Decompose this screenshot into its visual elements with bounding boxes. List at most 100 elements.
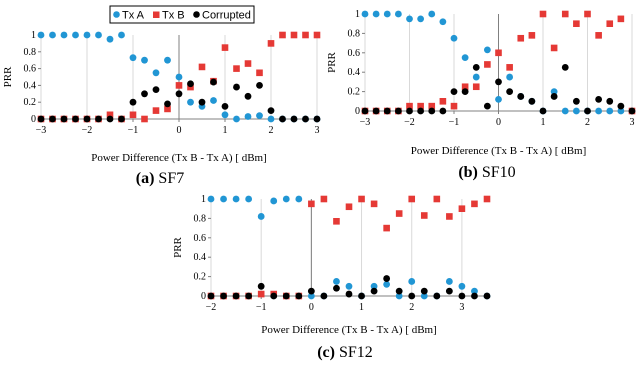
marker-corrupted — [395, 287, 403, 295]
x-tick-label: 1 — [541, 117, 546, 128]
x-tick-label: 2 — [409, 302, 414, 313]
marker-tx-b — [152, 107, 160, 114]
marker-tx-b — [256, 69, 263, 77]
marker-tx-b — [333, 218, 340, 225]
y-tick-label: 0.6 — [194, 233, 207, 244]
marker-tx-a — [506, 73, 514, 81]
y-tick-label: 0.2 — [24, 97, 37, 108]
marker-tx-b — [257, 290, 265, 298]
marker-tx-a — [256, 112, 263, 120]
marker-corrupted — [628, 107, 636, 115]
marker-corrupted — [210, 78, 217, 86]
marker-tx-a — [175, 73, 183, 81]
panel-caption: (a) SF7 — [136, 170, 184, 187]
marker-tx-a — [461, 54, 469, 62]
panel-name: SF7 — [154, 170, 184, 187]
marker-corrupted — [95, 115, 102, 123]
marker-corrupted — [406, 107, 413, 115]
marker-tx-b — [141, 115, 148, 123]
marker-tx-a — [267, 115, 275, 123]
marker-tx-b — [406, 102, 413, 110]
marker-tx-b — [550, 44, 558, 52]
marker-corrupted — [495, 78, 502, 86]
y-tick-label: 0.8 — [24, 47, 37, 58]
x-tick-label: −3 — [36, 125, 47, 136]
panel-caption: (b) SF10 — [458, 164, 515, 181]
marker-tx-b — [370, 200, 378, 208]
marker-tx-a — [60, 31, 68, 39]
x-axis-label: Power Difference (Tx B - Tx A) [ dBm] — [411, 145, 587, 157]
marker-corrupted — [550, 93, 558, 100]
marker-tx-a — [207, 195, 215, 203]
marker-corrupted — [606, 97, 614, 105]
marker-corrupted — [383, 275, 391, 282]
marker-tx-b — [606, 20, 614, 27]
marker-tx-b — [383, 224, 390, 232]
panel-name: SF12 — [335, 344, 373, 361]
x-tick-label: 2 — [269, 125, 274, 136]
marker-tx-b — [290, 31, 298, 39]
marker-tx-a — [83, 31, 91, 39]
marker-corrupted — [370, 287, 378, 295]
marker-tx-b — [584, 10, 591, 18]
marker-tx-a — [129, 54, 137, 62]
x-tick-label: 0 — [309, 302, 314, 313]
marker-tx-a — [561, 107, 569, 115]
y-tick-label: 0.2 — [194, 272, 207, 283]
marker-tx-a — [383, 10, 391, 18]
marker-tx-b — [561, 10, 569, 18]
marker-corrupted — [244, 92, 252, 100]
marker-tx-a — [333, 278, 340, 285]
marker-tx-a — [370, 282, 378, 290]
marker-corrupted — [450, 88, 458, 95]
legend-marker — [153, 11, 160, 18]
marker-corrupted — [49, 115, 56, 123]
marker-tx-b — [539, 10, 547, 18]
panel-letter: (a) — [136, 170, 155, 187]
marker-tx-a — [406, 15, 413, 23]
marker-tx-a — [118, 31, 125, 39]
x-tick-label: −1 — [128, 125, 139, 136]
y-axis-label: PRR — [2, 66, 14, 87]
marker-tx-b — [320, 195, 328, 203]
marker-corrupted — [282, 292, 290, 300]
marker-tx-a — [244, 113, 252, 120]
marker-tx-b — [308, 200, 315, 208]
marker-tx-a — [394, 10, 402, 18]
marker-tx-a — [595, 107, 603, 115]
marker-corrupted — [164, 100, 171, 108]
marker-tx-a — [345, 282, 353, 290]
marker-tx-b — [233, 65, 240, 72]
marker-corrupted — [595, 95, 603, 103]
marker-corrupted — [129, 98, 137, 106]
marker-tx-a — [372, 10, 380, 18]
x-tick-label: 1 — [359, 302, 364, 313]
y-tick-label: 0.6 — [24, 64, 37, 75]
marker-corrupted — [372, 107, 380, 115]
marker-tx-a — [282, 195, 290, 203]
legend-label: Corrupted — [202, 10, 251, 22]
y-tick-label: 0.8 — [348, 28, 361, 39]
marker-tx-a — [152, 69, 160, 77]
marker-tx-a — [232, 195, 240, 203]
marker-tx-a — [471, 287, 478, 295]
marker-tx-b — [279, 31, 286, 39]
marker-corrupted — [245, 292, 253, 300]
marker-corrupted — [394, 107, 402, 115]
marker-tx-b — [439, 98, 447, 105]
marker-tx-a — [495, 95, 502, 103]
marker-tx-a — [606, 107, 614, 115]
marker-corrupted — [539, 107, 547, 115]
marker-tx-b — [164, 105, 171, 113]
marker-tx-a — [445, 278, 453, 285]
marker-tx-a — [72, 31, 79, 39]
marker-tx-b — [408, 195, 416, 203]
x-tick-label: −1 — [449, 117, 460, 128]
marker-tx-a — [106, 35, 114, 43]
y-tick-label: 0.4 — [194, 252, 207, 263]
marker-corrupted — [60, 115, 68, 123]
y-tick-label: 0 — [31, 114, 36, 125]
marker-tx-b — [517, 34, 525, 42]
marker-corrupted — [83, 115, 91, 123]
